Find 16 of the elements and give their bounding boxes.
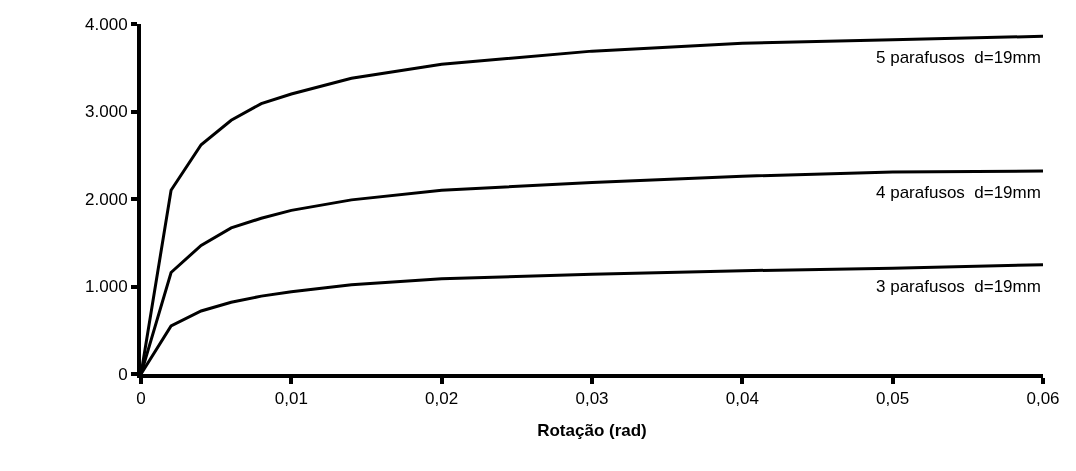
- x-tick-label: 0,02: [425, 389, 459, 409]
- x-tick-label: 0,01: [274, 389, 308, 409]
- x-tick-label: 0,03: [575, 389, 609, 409]
- x-tick-label: 0,05: [876, 389, 910, 409]
- x-tick-label: 0,04: [725, 389, 759, 409]
- x-tick-label: 0: [136, 389, 146, 409]
- x-tick-label: 0,06: [1026, 389, 1060, 409]
- series-label: 4 parafusos d=19mm: [876, 183, 1041, 202]
- y-tick-label: 3.000: [85, 102, 128, 122]
- x-axis-title: Rotação (rad): [537, 421, 647, 441]
- y-tick-label: 1.000: [85, 277, 128, 297]
- y-tick-label: 0: [118, 364, 128, 384]
- series-label: 5 parafusos d=19mm: [876, 48, 1041, 67]
- y-tick-label: 2.000: [85, 189, 128, 209]
- y-tick-label: 4.000: [85, 14, 128, 34]
- series-label: 3 parafusos d=19mm: [876, 277, 1041, 296]
